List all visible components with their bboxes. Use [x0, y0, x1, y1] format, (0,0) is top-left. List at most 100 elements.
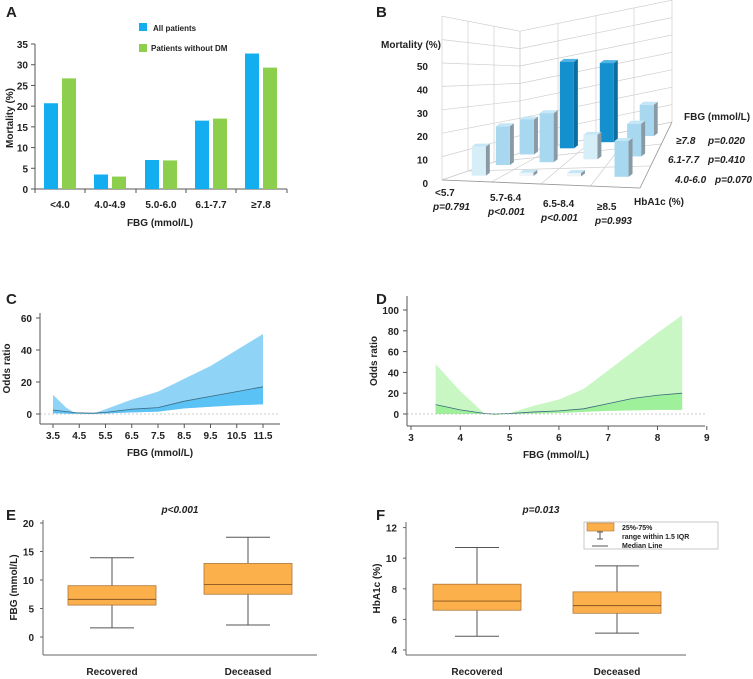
panel-label-B: B — [376, 4, 387, 21]
x-tick-label: 8.5 — [177, 431, 191, 442]
bar3d-top — [627, 120, 646, 124]
legend-label: All patients — [153, 24, 197, 33]
x-tick-label: 10.5 — [227, 431, 247, 442]
left-wall-gridline — [441, 62, 521, 67]
x-axis-label: FBG (mmol/L) — [127, 448, 193, 459]
iqr-box — [432, 583, 522, 611]
bar-patients-without-dm — [263, 67, 277, 189]
bar3d-top — [519, 116, 538, 120]
x-tick-label: 11.5 — [254, 431, 273, 442]
x-category-label: <5.7 — [435, 188, 455, 199]
x-pvalue-label: p<0.001 — [540, 213, 578, 224]
legend-label: range within 1.5 IQR — [622, 534, 689, 541]
z-tick-label: 10 — [417, 156, 429, 167]
y-axis-label: Odds ratio — [2, 343, 13, 393]
bar3d-front — [583, 134, 598, 160]
y-tick-label: 60 — [21, 314, 33, 325]
iqr-box — [203, 563, 293, 595]
y-axis-label: Mortality (%) — [5, 88, 16, 148]
bar3d-side — [613, 60, 618, 143]
confidence-band — [435, 315, 683, 416]
y-tick-label: 12 — [386, 524, 398, 535]
z-tick-label: 0 — [422, 179, 428, 190]
left-wall-gridline — [441, 83, 521, 87]
x-tick-label: 6.1-7.7 — [195, 200, 227, 211]
x-axis-label: FBG (mmol/L) — [523, 450, 589, 461]
bar-patients-without-dm — [62, 78, 76, 189]
panel-label-E: E — [6, 507, 16, 524]
legend-swatch-iqr — [586, 522, 615, 532]
x-pvalue-label: p=0.791 — [432, 202, 470, 213]
bar3d-side — [533, 169, 538, 177]
x-tick-label: 3 — [408, 433, 414, 444]
depth-category-label: 4.0-6.0 — [674, 175, 707, 186]
bar3d-side — [485, 143, 490, 176]
y-tick-label: 8 — [391, 585, 397, 596]
y-tick-label: 4 — [391, 646, 397, 657]
legend-swatch-all-patients — [139, 23, 147, 31]
bar3d-front — [519, 172, 534, 177]
confidence-band — [53, 334, 263, 414]
x-tick-label: 9 — [704, 433, 710, 444]
y-tick-label: 20 — [21, 378, 33, 389]
y-tick-label: 80 — [388, 327, 400, 338]
odds-ratio-line — [52, 386, 264, 414]
bar-patients-without-dm — [163, 160, 177, 189]
x-tick-label: 5.5 — [99, 431, 113, 442]
bar3d-front — [539, 113, 554, 163]
depth-category-label: ≥7.8 — [676, 136, 696, 147]
depth-pvalue-label: p=0.020 — [707, 136, 745, 147]
bar-all-patients — [145, 160, 159, 189]
x-category-label: Recovered — [86, 667, 137, 678]
panel-label-F: F — [376, 507, 385, 524]
bar3d-side — [573, 58, 578, 149]
bar3d-front — [599, 63, 614, 143]
confidence-band-lower — [53, 386, 263, 414]
iqr-box — [67, 585, 157, 606]
bar-all-patients — [195, 120, 209, 189]
bar3d-top — [583, 131, 602, 135]
bar3d-top — [614, 137, 633, 141]
x-tick-label: 7 — [605, 433, 611, 444]
x-tick-label: 5 — [507, 433, 513, 444]
x-category-label: Deceased — [225, 667, 272, 678]
bar3d-front — [566, 173, 581, 177]
y-tick-label: 25 — [17, 81, 29, 92]
y-tick-label: 5 — [22, 164, 28, 175]
legend-label: Median Line — [622, 543, 663, 550]
y-tick-label: 10 — [23, 576, 35, 587]
bar3d-side — [597, 131, 602, 160]
x-pvalue-label: p=0.993 — [594, 216, 632, 227]
x-tick-label: <4.0 — [50, 200, 70, 211]
bar3d-top — [566, 170, 585, 174]
z-tick-label: 40 — [417, 85, 429, 96]
iqr-box — [572, 591, 662, 614]
x-tick-label: 4.5 — [72, 431, 86, 442]
x-category-label: 6.5-8.4 — [543, 199, 575, 210]
x-pvalue-label: p<0.001 — [487, 207, 525, 218]
bar-all-patients — [94, 174, 108, 189]
y-tick-label: 40 — [21, 346, 33, 357]
bar3d-top — [519, 169, 538, 173]
confidence-band-lower — [435, 393, 683, 416]
panel-label-C: C — [6, 291, 17, 308]
bar3d-front — [495, 126, 510, 166]
odds-ratio-line — [435, 392, 683, 415]
x-tick-label: 3.5 — [46, 431, 60, 442]
depth-axis-label: FBG (mmol/L) — [684, 112, 750, 123]
x-category-label: 5.7-6.4 — [490, 193, 522, 204]
panel-label-A: A — [6, 4, 17, 21]
z-tick-label: 30 — [417, 109, 429, 120]
bar3d-top — [539, 110, 558, 114]
left-wall-gridline — [441, 117, 521, 134]
bar3d-top — [495, 123, 514, 127]
bar3d-top — [639, 101, 658, 105]
z-tick-label: 50 — [417, 62, 429, 73]
y-tick-label: 6 — [391, 615, 397, 626]
left-wall-gridline — [441, 39, 521, 49]
x-category-label: ≥8.5 — [597, 202, 617, 213]
floor-edge — [639, 121, 673, 189]
bar3d-side — [628, 137, 633, 177]
y-tick-label: 0 — [393, 410, 399, 421]
